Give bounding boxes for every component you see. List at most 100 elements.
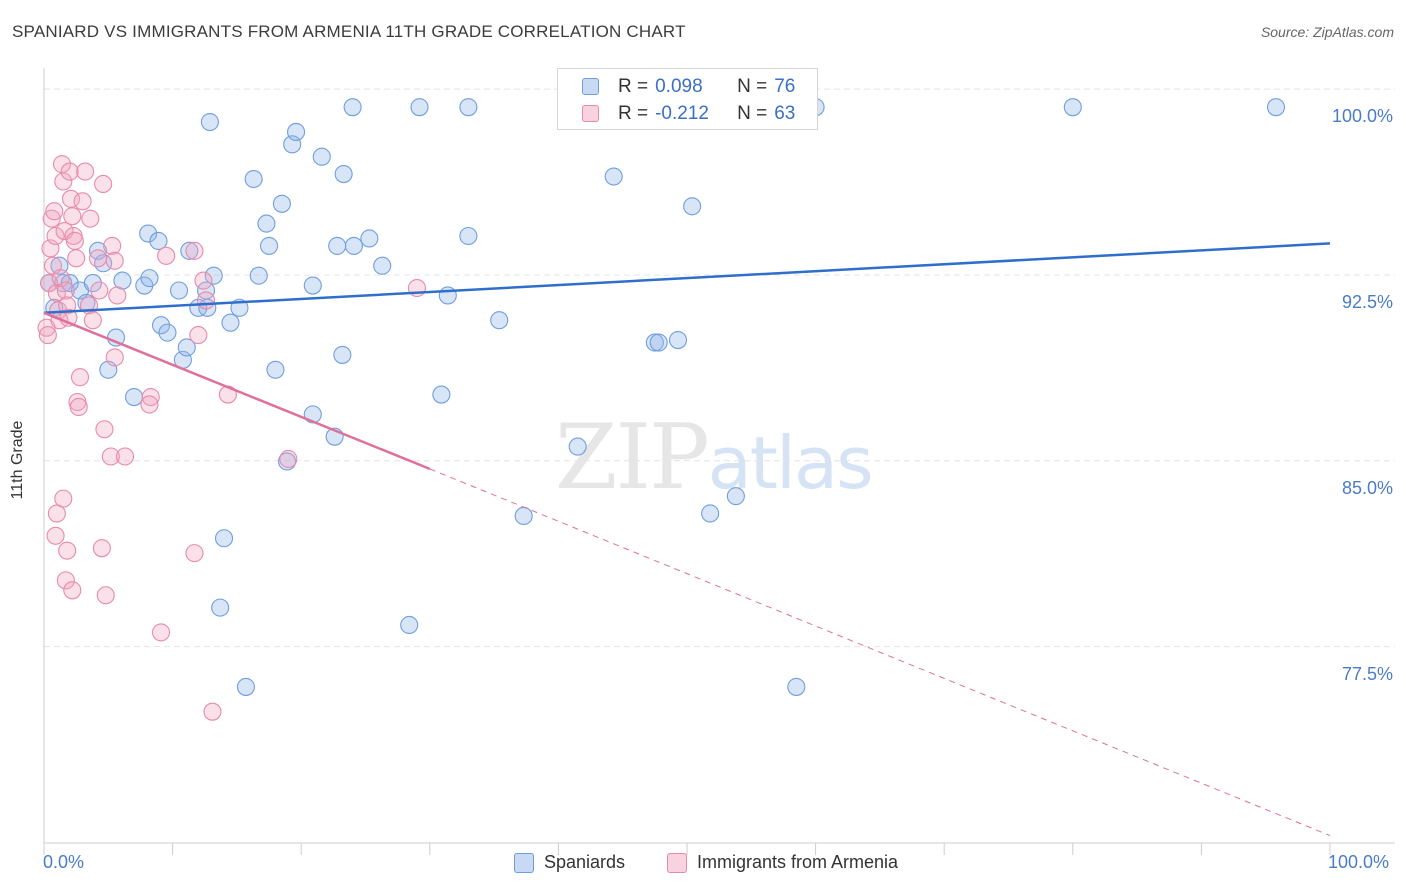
spaniards-point — [373, 256, 392, 275]
spaniards-point — [360, 229, 379, 248]
spaniards-point — [140, 269, 159, 288]
armenia-point — [58, 541, 77, 560]
bottom-legend-swatch-pink — [667, 852, 687, 873]
armenia-point — [94, 174, 113, 194]
spaniards-point — [328, 236, 347, 255]
spaniards-point — [211, 598, 230, 617]
armenia-point — [63, 581, 82, 600]
spaniards-point — [343, 98, 362, 117]
spaniards-point — [668, 331, 688, 350]
legend-swatch-pink — [582, 105, 599, 122]
armenia-point — [83, 311, 102, 330]
armenia-point — [203, 702, 222, 721]
armenia-point — [46, 526, 65, 545]
armenia-point — [279, 449, 298, 469]
spaniards-point — [259, 236, 279, 255]
armenia-point — [65, 231, 84, 251]
bottom-legend-label: Spaniards — [544, 852, 626, 872]
spaniards-point — [221, 313, 240, 332]
legend-r-label: R = — [618, 76, 649, 97]
armenia-trend-line — [43, 311, 431, 471]
spaniards-point — [151, 316, 171, 335]
armenia-point — [90, 281, 109, 300]
legend-swatch-blue — [582, 78, 599, 95]
spaniards-point — [1266, 98, 1286, 117]
spaniards-point — [124, 387, 144, 407]
spaniards-point — [249, 266, 268, 285]
spaniards-point — [94, 254, 113, 273]
spaniards-point — [334, 165, 353, 184]
armenia-point — [105, 348, 124, 367]
spaniards-point — [257, 214, 276, 233]
armenia-point — [46, 226, 65, 246]
armenia-point — [54, 489, 73, 508]
armenia-point — [185, 241, 204, 260]
armenia-point — [63, 207, 82, 226]
armenia-point — [115, 447, 135, 466]
legend-r-value: -0.212 — [655, 103, 709, 124]
bottom-legend-label: Immigrants from Armenia — [697, 852, 899, 872]
spaniards-point — [139, 224, 158, 243]
y-axis-label: 11th Grade — [9, 420, 26, 500]
data-points — [37, 98, 1286, 721]
armenia-point — [56, 571, 75, 590]
spaniards-point — [400, 615, 419, 635]
grid-lines — [44, 88, 1395, 648]
armenia-point — [92, 539, 111, 558]
spaniards-point — [158, 323, 177, 342]
spaniards-point — [214, 529, 234, 548]
spaniards-point — [200, 112, 219, 132]
armenia-point — [40, 274, 59, 293]
armenia-trend-extension — [429, 468, 1331, 837]
spaniards-point — [303, 276, 322, 295]
correlation-legend: R = 0.098 N = 76 R = -0.212 N = 63 — [557, 68, 818, 130]
armenia-point — [67, 249, 86, 268]
spaniards-point — [236, 677, 255, 696]
spaniards-point — [312, 147, 331, 166]
bottom-legend-armenia: Immigrants from Armenia — [667, 852, 898, 873]
watermark: ZIPatlas — [555, 405, 874, 510]
legend-r-label: R = — [618, 103, 649, 124]
armenia-point — [42, 209, 61, 228]
y-tick-label: 100.0% — [1331, 106, 1393, 127]
spaniards-point — [169, 281, 189, 300]
armenia-point — [70, 368, 90, 387]
armenia-point — [38, 326, 57, 345]
armenia-point — [141, 387, 160, 407]
armenia-point — [189, 326, 208, 345]
bottom-legend-spaniards: Spaniards — [514, 852, 625, 873]
spaniards-point — [180, 241, 199, 260]
spaniards-point — [432, 385, 451, 404]
armenia-point — [194, 271, 213, 290]
y-tick-label: 77.5% — [1341, 663, 1393, 684]
spaniards-point — [272, 194, 291, 213]
legend-n-value: 63 — [774, 103, 796, 124]
x-tick-min: 0.0% — [43, 852, 85, 872]
legend-row-armenia: R = -0.212 N = 63 — [582, 100, 796, 128]
legend-row-spaniards: R = 0.098 N = 76 — [582, 73, 795, 101]
legend-n-label: N = — [737, 103, 768, 124]
spaniards-point — [701, 504, 720, 523]
spaniards-point — [410, 98, 429, 117]
spaniards-point — [287, 122, 306, 141]
armenia-point — [151, 623, 171, 642]
armenia-point — [45, 202, 64, 221]
legend-r-value: 0.098 — [655, 76, 703, 97]
armenia-point — [54, 172, 73, 191]
armenia-point — [108, 286, 127, 305]
armenia-point — [76, 162, 95, 181]
armenia-point — [157, 246, 176, 265]
spaniards-point — [604, 167, 623, 186]
spaniards-point — [459, 98, 478, 117]
spaniards-point — [204, 266, 223, 285]
legend-n-label: N = — [737, 76, 768, 97]
bottom-legend-swatch-blue — [514, 852, 534, 873]
spaniards-point — [459, 226, 478, 246]
spaniards-point — [177, 338, 196, 357]
armenia-point — [69, 397, 88, 416]
spaniards-point — [649, 333, 668, 352]
spaniards-point — [54, 274, 73, 293]
spaniards-point — [568, 437, 587, 456]
spaniards-point — [787, 677, 806, 696]
